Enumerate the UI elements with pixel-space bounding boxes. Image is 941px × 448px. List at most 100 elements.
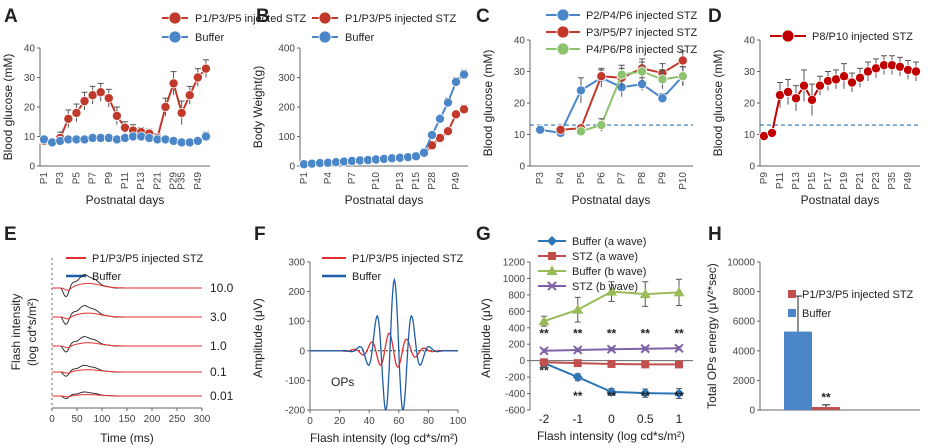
y-axis-label: Flash intensity xyxy=(9,294,23,371)
panel-label-g: G xyxy=(476,224,491,245)
y-tick-label: 800 xyxy=(508,290,525,301)
y-tick-label: 10 xyxy=(514,130,526,141)
x-tick-label: 200 xyxy=(144,414,161,425)
x-tick-label: P7 xyxy=(617,172,628,185)
x-tick-label: P7 xyxy=(88,172,99,185)
significance-marker: ** xyxy=(539,327,549,341)
x-tick-label: 100 xyxy=(450,416,467,427)
y-axis-label: Blood glucose (mM) xyxy=(481,50,495,157)
data-point xyxy=(111,134,122,145)
ops-trace-buffer xyxy=(310,277,458,411)
panel-label-e: E xyxy=(4,224,17,245)
x-tick-label: 250 xyxy=(169,414,186,425)
y-tick-label: 10 xyxy=(744,130,756,141)
legend-label: STZ (a wave) xyxy=(572,251,638,263)
data-point xyxy=(807,94,818,105)
y-axis-label: Total OPs energy (μV²*sec) xyxy=(705,263,719,409)
legend-marker xyxy=(556,25,570,39)
x-tick-label: P21 xyxy=(152,172,163,190)
legend-label: Buffer xyxy=(802,308,831,320)
legend-marker xyxy=(556,42,570,56)
data-point xyxy=(555,124,566,135)
legend-label: P4/P6/P8 injected STZ xyxy=(586,44,698,56)
y-axis-label: Amplitude (μV) xyxy=(479,298,493,378)
y-axis-label: (log cd*s/m²) xyxy=(25,298,39,366)
y-tick-label: 400 xyxy=(508,323,525,334)
erg-trace-stz xyxy=(52,282,202,291)
data-point xyxy=(847,77,858,88)
y-tick-label: 300 xyxy=(278,73,295,84)
intensity-label: 0.01 xyxy=(210,389,234,403)
x-tick-label: 0 xyxy=(49,414,55,425)
data-point xyxy=(535,124,546,135)
data-point xyxy=(677,71,688,82)
data-point xyxy=(657,74,668,85)
x-tick-label: P9 xyxy=(657,172,668,185)
y-tick-label: 10000 xyxy=(727,258,755,269)
significance-marker: ** xyxy=(641,327,651,341)
x-tick-label: P35 xyxy=(887,172,898,190)
data-point xyxy=(426,130,437,141)
data-point xyxy=(111,110,122,121)
y-tick-label: 30 xyxy=(24,73,36,84)
x-axis-label: Flash intensity (log cd*s/m²) xyxy=(310,431,458,445)
x-tick-label: P5 xyxy=(576,172,587,185)
y-tick-label: 30 xyxy=(744,67,756,78)
y-tick-label: 0 xyxy=(519,162,525,173)
x-tick-label: 1 xyxy=(676,412,683,426)
panel-label-a: A xyxy=(4,6,18,27)
x-tick-label: P5 xyxy=(71,172,82,185)
x-tick-label: P49 xyxy=(451,172,462,190)
x-tick-label: P49 xyxy=(903,172,914,190)
legend-marker xyxy=(556,8,570,22)
data-point xyxy=(418,147,429,158)
y-tick-label: 400 xyxy=(278,44,295,55)
x-tick-label: 40 xyxy=(364,416,376,427)
y-tick-label: 300 xyxy=(288,258,305,269)
data-point xyxy=(200,131,211,142)
intensity-label: 3.0 xyxy=(210,310,227,324)
legend-label: P3/P5/P7 injected STZ xyxy=(586,27,698,39)
data-point xyxy=(168,135,179,146)
x-axis-label: Postnatal days xyxy=(345,193,424,207)
data-point xyxy=(855,72,866,83)
data-point xyxy=(120,132,131,143)
legend-label: Buffer xyxy=(92,271,121,283)
legend-label: Buffer xyxy=(345,32,374,44)
data-point xyxy=(79,134,90,145)
data-point xyxy=(616,69,627,80)
series-line xyxy=(540,75,684,135)
legend-label: Buffer (b wave) xyxy=(572,266,646,278)
significance-marker: ** xyxy=(674,389,684,403)
data-point xyxy=(548,252,556,260)
data-point xyxy=(458,104,469,115)
x-tick-label: P29 xyxy=(169,172,180,190)
data-point xyxy=(606,386,617,397)
data-point xyxy=(63,113,74,124)
y-axis-label: Body Weight(g) xyxy=(251,66,265,148)
y-tick-label: -100 xyxy=(285,376,305,387)
legend-label: P1/P3/P5 injected STZ xyxy=(352,253,464,265)
x-tick-label: P23 xyxy=(871,172,882,190)
data-point xyxy=(823,75,834,86)
data-point xyxy=(442,97,453,108)
x-tick-label: -2 xyxy=(539,412,550,426)
data-point xyxy=(160,134,171,145)
x-tick-label: P15 xyxy=(807,172,818,190)
significance-marker: ** xyxy=(821,391,831,405)
data-point xyxy=(637,66,648,77)
erg-trace-stz xyxy=(52,342,202,349)
x-tick-label: P15 xyxy=(411,172,422,190)
y-axis-label: Amplitude (μV) xyxy=(251,298,265,378)
erg-trace-stz xyxy=(52,394,202,398)
y-tick-label: 0 xyxy=(749,162,755,173)
y-tick-label: 20 xyxy=(514,99,526,110)
x-tick-label: P13 xyxy=(791,172,802,190)
y-tick-label: 200 xyxy=(288,287,305,298)
legend-marker xyxy=(168,30,182,44)
y-tick-label: 30 xyxy=(514,67,526,78)
intensity-label: 0.1 xyxy=(210,365,227,379)
significance-marker: ** xyxy=(674,327,684,341)
significance-marker: ** xyxy=(573,327,583,341)
data-point xyxy=(458,69,469,80)
